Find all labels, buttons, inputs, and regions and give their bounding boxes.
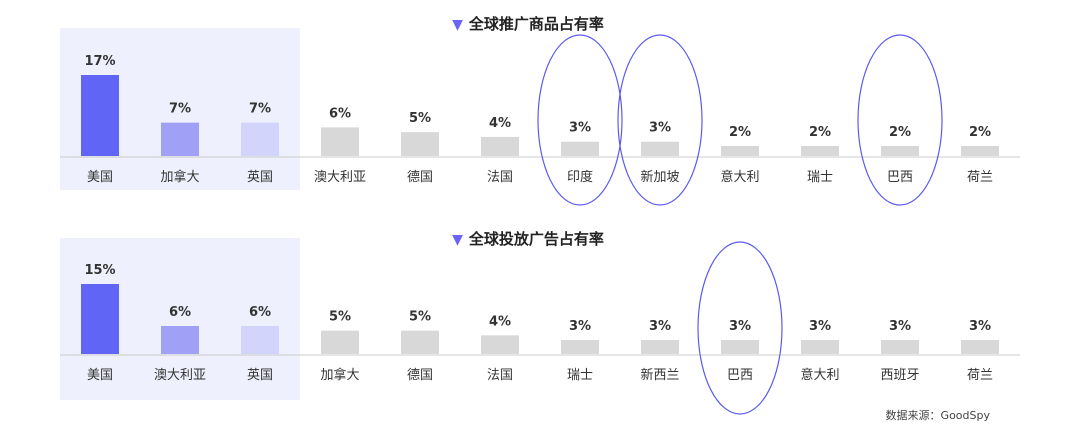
bar-荷兰 <box>961 340 999 354</box>
x-tick-label: 法国 <box>487 170 513 185</box>
x-tick-label: 加拿大 <box>320 367 359 383</box>
x-tick-label: 英国 <box>247 170 273 185</box>
data-label: 2% <box>889 125 911 140</box>
bar-荷兰 <box>961 146 999 156</box>
chart-title-top-text: 全球推广商品占有率 <box>468 15 604 33</box>
x-tick-label: 美国 <box>87 368 113 383</box>
chart-title-top: ▼ 全球推广商品占有率 <box>0 13 1068 34</box>
x-tick-label: 新加坡 <box>640 169 679 185</box>
bar-意大利 <box>801 340 839 354</box>
bar-英国 <box>241 326 279 354</box>
x-tick-label: 澳大利亚 <box>154 367 206 383</box>
bar-加拿大 <box>161 122 199 156</box>
data-label: 7% <box>169 102 191 117</box>
bar-加拿大 <box>321 330 359 354</box>
data-label: 3% <box>569 121 591 136</box>
x-tick-label: 法国 <box>487 368 513 383</box>
bar-澳大利亚 <box>161 326 199 354</box>
triangle-down-icon: ▼ <box>452 17 463 33</box>
x-tick-label: 瑞士 <box>807 170 833 185</box>
bar-瑞士 <box>561 340 599 354</box>
bar-巴西 <box>721 340 759 354</box>
x-tick-label: 印度 <box>567 169 593 185</box>
x-tick-label: 巴西 <box>887 170 913 185</box>
x-tick-label: 英国 <box>247 368 273 383</box>
x-tick-label: 荷兰 <box>967 368 993 383</box>
data-label: 6% <box>249 305 271 320</box>
data-label: 2% <box>809 125 831 140</box>
x-tick-label: 意大利 <box>720 169 759 185</box>
highlight-circle <box>537 34 623 206</box>
data-label: 3% <box>729 319 751 334</box>
chart-title-bottom-text: 全球投放广告占有率 <box>468 230 604 248</box>
bar-德国 <box>401 132 439 156</box>
data-label: 4% <box>489 116 511 131</box>
data-label: 2% <box>969 125 991 140</box>
highlight-circle <box>697 241 783 415</box>
data-label: 7% <box>249 102 271 117</box>
x-tick-label: 西班牙 <box>880 368 919 383</box>
highlight-circle <box>857 34 943 206</box>
bar-瑞士 <box>801 146 839 156</box>
bar-西班牙 <box>881 340 919 354</box>
x-tick-label: 意大利 <box>800 367 839 383</box>
data-source-label: 数据来源：GoodSpy <box>885 409 990 422</box>
bar-德国 <box>401 330 439 354</box>
x-tick-label: 瑞士 <box>567 368 593 383</box>
data-label: 3% <box>969 319 991 334</box>
bar-印度 <box>561 141 599 156</box>
data-label: 17% <box>84 54 115 69</box>
data-label: 5% <box>409 111 431 126</box>
data-label: 3% <box>809 319 831 334</box>
triangle-down-icon: ▼ <box>452 232 463 248</box>
x-tick-label: 德国 <box>407 368 433 383</box>
data-label: 6% <box>329 106 351 121</box>
x-tick-label: 荷兰 <box>967 170 993 185</box>
x-tick-label: 巴西 <box>727 368 753 383</box>
bar-美国 <box>81 284 119 354</box>
bar-新西兰 <box>641 340 679 354</box>
x-tick-label: 加拿大 <box>160 169 199 185</box>
data-label: 3% <box>649 121 671 136</box>
bar-澳大利亚 <box>321 127 359 156</box>
bar-意大利 <box>721 146 759 156</box>
x-tick-label: 澳大利亚 <box>314 169 366 185</box>
highlight-circle <box>617 34 703 206</box>
bar-英国 <box>241 122 279 156</box>
x-tick-label: 新西兰 <box>640 367 679 383</box>
data-label: 3% <box>649 319 671 334</box>
data-label: 4% <box>489 314 511 329</box>
data-label: 6% <box>169 305 191 320</box>
chart-title-bottom: ▼ 全球投放广告占有率 <box>0 228 1068 249</box>
data-label: 5% <box>329 310 351 325</box>
data-label: 3% <box>889 319 911 334</box>
bar-新加坡 <box>641 141 679 156</box>
bar-法国 <box>481 136 519 156</box>
data-label: 2% <box>729 125 751 140</box>
data-label: 3% <box>569 319 591 334</box>
bar-法国 <box>481 335 519 354</box>
data-label: 5% <box>409 310 431 325</box>
chart-bottom: 15% 美国 6% 澳大利亚 6% 英国 5% 加拿大 5% 德国 4% 法国 3% 瑞士 3% 新西兰 3% 巴… <box>60 238 1020 415</box>
chart-top: 17% 美国 7% 加拿大 7% 英国 6% 澳大利亚 5% 德国 4% 法国 3% 印度 3% 新加坡 2% 意… <box>60 28 1020 206</box>
x-tick-label: 德国 <box>407 170 433 185</box>
bar-美国 <box>81 75 119 156</box>
bar-巴西 <box>881 146 919 156</box>
data-label: 15% <box>84 263 115 278</box>
x-tick-label: 美国 <box>87 170 113 185</box>
